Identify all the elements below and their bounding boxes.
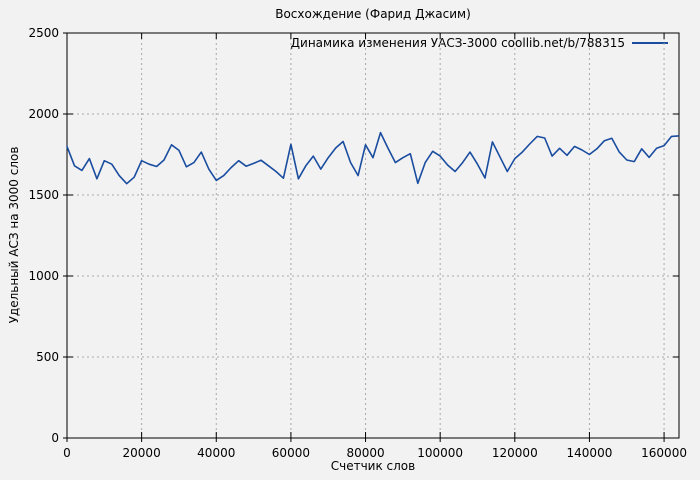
x-tick-label: 60000: [272, 446, 310, 460]
x-tick-label: 100000: [417, 446, 463, 460]
y-axis-label: Удельный АСЗ на 3000 слов: [7, 146, 21, 324]
chart-title: Восхождение (Фарид Джасим): [275, 7, 471, 21]
x-tick-label: 0: [63, 446, 71, 460]
x-tick-label: 120000: [492, 446, 538, 460]
plot-border: [66, 32, 680, 439]
x-tick-label: 160000: [641, 446, 687, 460]
y-tick-label: 0: [51, 431, 59, 445]
series-line: [66, 131, 680, 185]
x-axis-label: Счетчик слов: [330, 459, 416, 473]
y-tick-label: 1500: [28, 188, 59, 202]
legend-line-sample: [632, 42, 668, 44]
x-tick-label: 40000: [197, 446, 235, 460]
y-tick-label: 2000: [28, 107, 59, 121]
y-tick-label: 2500: [28, 26, 59, 40]
x-tick-label: 140000: [567, 446, 613, 460]
x-tick-label: 80000: [346, 446, 384, 460]
legend: Динамика изменения УАСЗ-3000 coollib.net…: [291, 36, 668, 50]
y-tick-label: 500: [36, 350, 59, 364]
legend-series-label: Динамика изменения УАСЗ-3000 coollib.net…: [290, 36, 625, 50]
y-tick-label: 1000: [28, 269, 59, 283]
x-tick-label: 20000: [123, 446, 161, 460]
